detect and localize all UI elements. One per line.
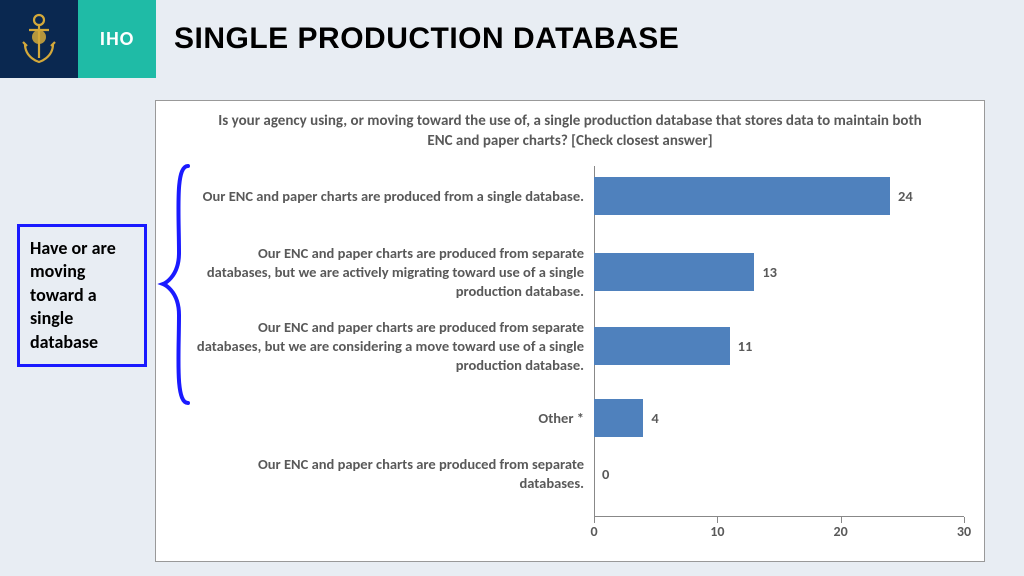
chart-row: Our ENC and paper charts are produced fr… [194,454,964,494]
bar [594,399,643,437]
category-label: Our ENC and paper charts are produced fr… [194,187,594,206]
x-axis: 0102030 [594,516,964,517]
category-label: Our ENC and paper charts are produced fr… [194,318,594,375]
callout-text: Have or are moving toward a single datab… [30,237,116,353]
chart-row: Other * 4 [194,398,964,438]
bar-area: 13 [594,252,964,292]
header: IHO SINGLE PRODUCTION DATABASE [0,0,1024,78]
iho-label: IHO [100,27,134,51]
chart-panel: Is your agency using, or moving toward t… [155,100,985,562]
chart-row: Our ENC and paper charts are produced fr… [194,318,964,375]
value-label: 24 [890,187,913,205]
x-tick-label: 10 [710,523,724,540]
chart-row: Our ENC and paper charts are produced fr… [194,176,964,216]
bar-area: 4 [594,398,964,438]
bar [594,177,890,215]
category-label: Our ENC and paper charts are produced fr… [194,244,594,301]
category-label: Other * [194,409,594,428]
bar-area: 24 [594,176,964,216]
bar [594,327,730,365]
category-label: Our ENC and paper charts are produced fr… [194,455,594,493]
chart-title: Is your agency using, or moving toward t… [156,101,984,160]
page-title: SINGLE PRODUCTION DATABASE [174,22,679,56]
value-label: 11 [730,337,753,355]
bar [594,253,754,291]
bar-area: 11 [594,326,964,366]
iho-logo: IHO [78,0,156,78]
chart-row: Our ENC and paper charts are produced fr… [194,244,964,301]
value-label: 0 [594,465,609,483]
callout-box: Have or are moving toward a single datab… [17,224,147,367]
x-tick-label: 20 [834,523,848,540]
x-tick-label: 0 [590,523,597,540]
value-label: 13 [754,263,777,281]
anchor-icon [17,12,61,66]
chart-plot: Our ENC and paper charts are produced fr… [194,166,964,546]
value-label: 4 [643,409,658,427]
bar-area: 0 [594,454,964,494]
x-tick-label: 30 [957,523,971,540]
brace-icon [155,163,195,406]
logo-anchor [0,0,78,78]
